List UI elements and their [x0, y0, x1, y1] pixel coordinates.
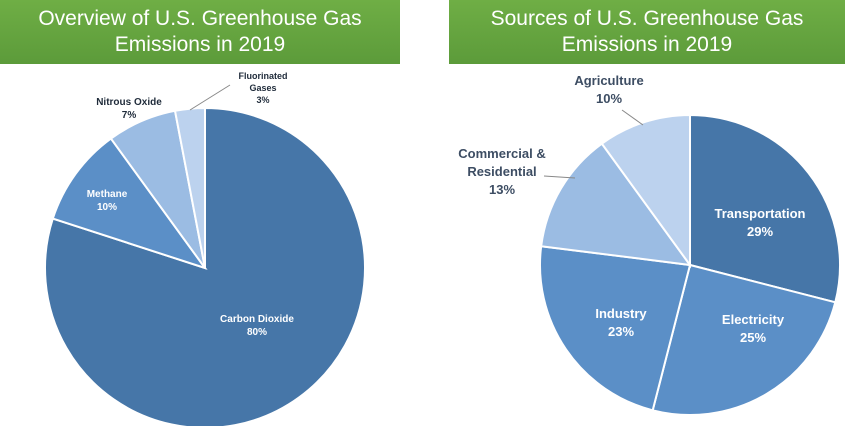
- leader-line-fluorinated-gases: [189, 84, 231, 111]
- right-chart-title-banner: Sources of U.S. Greenhouse Gas Emissions…: [449, 0, 845, 64]
- pie-label-commercial-and-residential: Commercial & Residential 13%: [458, 146, 545, 197]
- gas-overview-pie: Carbon Dioxide 80% Methane 10% Nitrous Oxide…: [44, 71, 366, 426]
- pie-slice-methane: [51, 137, 208, 270]
- pie-label-industry: Industry 23%: [595, 306, 647, 339]
- left-chart-title-line1: Overview of U.S. Greenhouse Gas: [38, 7, 362, 30]
- pie-label-fluorinated-gases: Fluorinated Gases 3%: [239, 71, 288, 105]
- pie-slice-industry: [538, 245, 692, 412]
- right-chart-title-line2: Emissions in 2019: [561, 33, 733, 56]
- leader-line-commercial-and-residential: [543, 175, 576, 179]
- pie-slice-agriculture: [600, 113, 691, 269]
- pie-slice-fluorinated-gases: [173, 106, 206, 269]
- left-chart-title-banner: Overview of U.S. Greenhouse Gas Emission…: [0, 0, 400, 64]
- pie-slice-transportation: [689, 113, 841, 304]
- pie-label-methane: Methane 10%: [87, 189, 128, 213]
- pie-label-nitrous-oxide: Nitrous Oxide 7%: [96, 97, 162, 121]
- emission-sources-pie: Transportation 29% Electricity 25% Industry 2…: [458, 73, 841, 416]
- pie-label-electricity: Electricity 25%: [722, 312, 785, 345]
- right-chart-title-line1: Sources of U.S. Greenhouse Gas: [490, 7, 804, 30]
- leader-line-agriculture: [621, 109, 644, 126]
- left-chart-title-line2: Emissions in 2019: [114, 33, 286, 56]
- pie-slice-electricity: [651, 263, 837, 416]
- pie-slice-commercial-and-residential: [540, 142, 693, 267]
- pie-label-agriculture: Agriculture 10%: [574, 73, 643, 106]
- pie-label-carbon-dioxide: Carbon Dioxide 80%: [220, 314, 294, 338]
- pie-label-transportation: Transportation 29%: [714, 206, 805, 239]
